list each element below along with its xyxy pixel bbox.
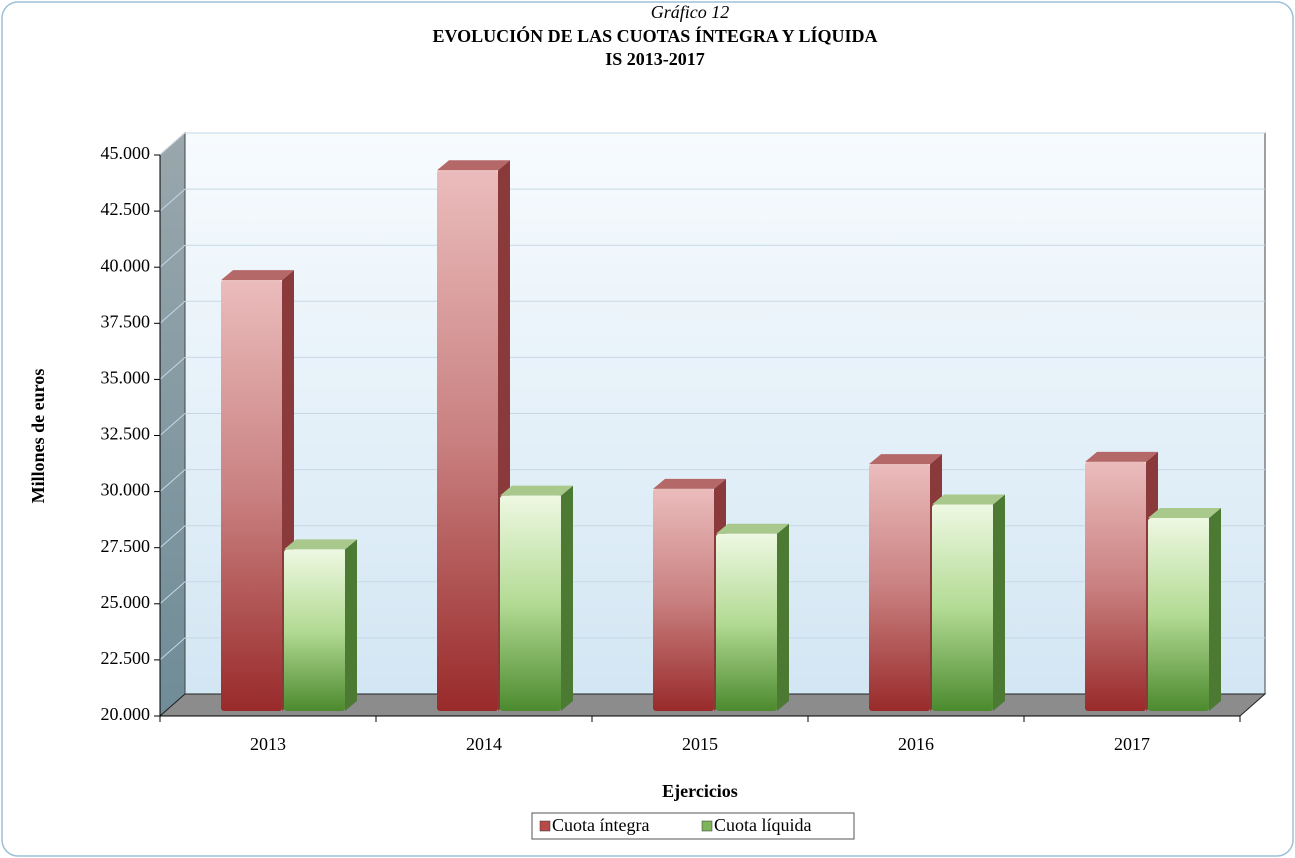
- bar: [653, 488, 714, 711]
- y-tick-label: 27.500: [101, 536, 151, 556]
- bar: [716, 533, 777, 711]
- bar-top: [221, 270, 294, 281]
- bar-side: [993, 494, 1005, 711]
- grid-line: [159, 188, 186, 212]
- bar: [284, 549, 345, 711]
- y-tick-label: 30.000: [101, 480, 151, 500]
- bar: [221, 280, 282, 711]
- bar-side: [345, 539, 357, 711]
- y-tick-label: 22.500: [101, 648, 151, 668]
- bar-top: [869, 454, 942, 465]
- grid-line: [159, 300, 186, 324]
- legend-label: Cuota íntegra: [552, 815, 649, 835]
- x-axis-label: Ejercicios: [662, 781, 738, 801]
- bar-top: [1148, 508, 1221, 519]
- grid-line: [159, 244, 186, 268]
- bar-side: [777, 523, 789, 711]
- y-tick-label: 25.000: [101, 592, 151, 612]
- legend-swatch: [701, 820, 713, 832]
- grid-line: [159, 132, 186, 156]
- bar: [1148, 518, 1209, 711]
- bar-top: [437, 160, 510, 171]
- bar: [437, 170, 498, 712]
- grid-line: [159, 581, 186, 605]
- bar: [1085, 461, 1146, 711]
- chart-subtitle: IS 2013-2017: [605, 49, 705, 69]
- bar-top: [716, 523, 789, 534]
- x-tick-label: 2015: [682, 734, 718, 754]
- grid-line: [159, 357, 186, 380]
- bar-top: [653, 478, 726, 489]
- bar-top: [500, 485, 573, 496]
- bar-side: [561, 485, 573, 711]
- legend-box: [531, 812, 855, 840]
- bar: [869, 464, 930, 711]
- chart-subtitle: EVOLUCIÓN DE LAS CUOTAS ÍNTEGRA Y LÍQUID…: [432, 25, 877, 46]
- grid-line: [159, 413, 186, 436]
- legend-swatch: [539, 820, 551, 832]
- y-tick-label: 42.500: [101, 199, 151, 219]
- bar-top: [284, 539, 357, 550]
- x-tick-label: 2016: [898, 734, 934, 754]
- y-axis-label: Millones de euros: [28, 369, 48, 504]
- grid-line: [159, 637, 186, 661]
- y-tick-label: 45.000: [101, 143, 151, 163]
- y-tick-label: 20.000: [101, 704, 151, 724]
- bar: [932, 504, 993, 711]
- x-tick-label: 2013: [250, 734, 286, 754]
- y-tick-label: 35.000: [101, 368, 151, 388]
- y-tick-label: 32.500: [101, 424, 151, 444]
- grid-line: [159, 525, 186, 549]
- x-tick-label: 2014: [466, 734, 502, 754]
- x-tick-label: 2017: [1114, 734, 1150, 754]
- chart-title: Gráfico 12: [651, 2, 730, 22]
- bar-side: [1209, 508, 1221, 711]
- bar-top: [1085, 451, 1158, 462]
- bar: [500, 495, 561, 711]
- y-tick-label: 40.000: [101, 255, 151, 275]
- grid-line: [159, 469, 186, 492]
- y-tick-label: 37.500: [101, 311, 151, 331]
- legend-label: Cuota líquida: [714, 815, 812, 835]
- bar-top: [932, 494, 1005, 505]
